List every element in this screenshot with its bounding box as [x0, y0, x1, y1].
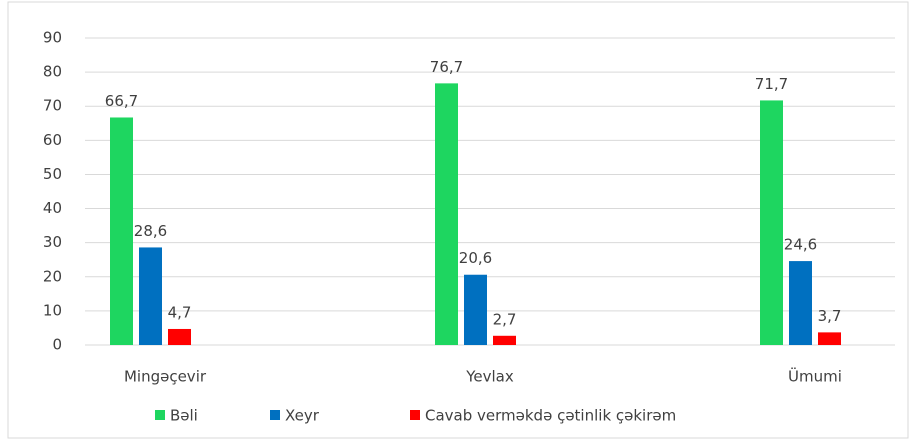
data-label: 28,6 — [134, 222, 167, 240]
bar — [789, 261, 812, 345]
data-label: 3,7 — [818, 307, 842, 325]
data-label: 2,7 — [493, 310, 517, 328]
bar — [818, 332, 841, 345]
data-label: 76,7 — [430, 58, 463, 76]
data-label: 4,7 — [168, 303, 192, 321]
y-tick-label: 30 — [43, 233, 62, 251]
data-label: 66,7 — [105, 92, 138, 110]
data-label: 71,7 — [755, 75, 788, 93]
x-tick-label: Mingəçevir — [124, 368, 207, 386]
legend-label: Xeyr — [285, 407, 320, 425]
data-label: 20,6 — [459, 249, 492, 267]
y-tick-label: 40 — [43, 199, 62, 217]
y-tick-label: 80 — [43, 63, 62, 81]
legend-label: Bəli — [170, 407, 198, 425]
bar — [168, 328, 191, 345]
y-tick-label: 20 — [43, 267, 62, 285]
bar — [435, 83, 458, 346]
legend-label: Cavab verməkdə çətinlik çəkirəm — [425, 407, 676, 425]
data-label: 24,6 — [784, 236, 817, 254]
bar — [110, 117, 133, 346]
y-tick-label: 0 — [52, 336, 62, 354]
bar — [760, 100, 783, 345]
y-tick-label: 70 — [43, 97, 62, 115]
legend-swatch — [410, 410, 420, 420]
legend-swatch — [270, 410, 280, 420]
y-tick-label: 50 — [43, 165, 62, 183]
y-tick-label: 60 — [43, 131, 62, 149]
y-tick-label: 90 — [43, 29, 62, 47]
legend-swatch — [155, 410, 165, 420]
y-tick-label: 10 — [43, 301, 62, 319]
bar — [464, 274, 487, 345]
x-tick-label: Ümumi — [788, 367, 842, 386]
bar — [139, 247, 162, 345]
x-tick-label: Yevlax — [465, 368, 514, 386]
bar — [493, 335, 516, 345]
